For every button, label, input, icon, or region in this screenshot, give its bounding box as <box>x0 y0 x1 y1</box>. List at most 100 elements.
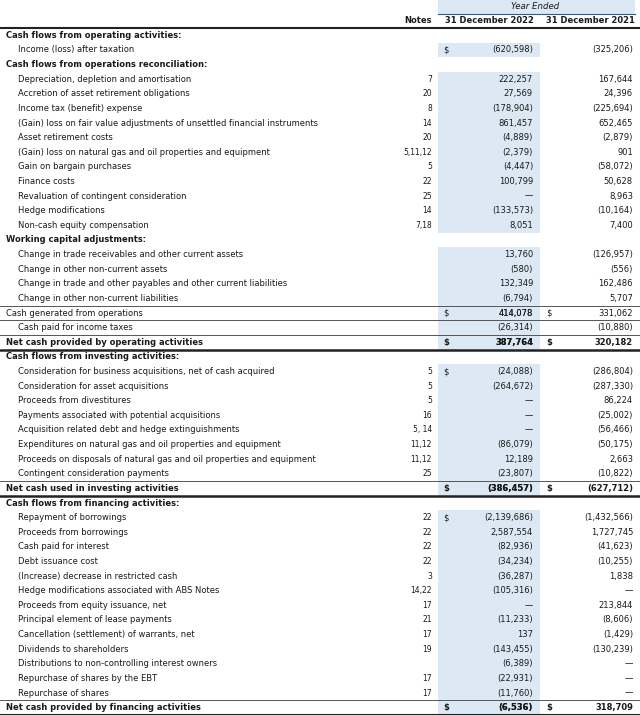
Text: 137: 137 <box>517 630 533 639</box>
Text: 20: 20 <box>422 89 432 98</box>
Text: $: $ <box>443 703 449 712</box>
Text: Proceeds from divestitures: Proceeds from divestitures <box>18 396 131 405</box>
Text: 27,569: 27,569 <box>504 89 533 98</box>
Bar <box>438 203 540 218</box>
Text: 25: 25 <box>422 469 432 478</box>
Bar <box>438 145 540 159</box>
Text: 17: 17 <box>422 674 432 683</box>
Text: (580): (580) <box>511 265 533 274</box>
Text: 162,486: 162,486 <box>598 280 633 288</box>
Bar <box>438 598 540 613</box>
Text: Principal element of lease payments: Principal element of lease payments <box>18 616 172 624</box>
Bar <box>438 335 540 350</box>
Text: Cash paid for income taxes: Cash paid for income taxes <box>18 323 132 332</box>
Text: (133,573): (133,573) <box>492 206 533 215</box>
Text: (130,239): (130,239) <box>592 645 633 654</box>
Bar <box>438 218 540 232</box>
Text: Finance costs: Finance costs <box>18 177 75 186</box>
Text: 31 December 2021: 31 December 2021 <box>546 16 635 25</box>
Bar <box>438 364 540 379</box>
Text: Accretion of asset retirement obligations: Accretion of asset retirement obligation… <box>18 89 189 98</box>
Text: (6,536): (6,536) <box>499 703 533 712</box>
Bar <box>438 262 540 277</box>
Text: 861,457: 861,457 <box>499 119 533 127</box>
Text: Revaluation of contingent consideration: Revaluation of contingent consideration <box>18 192 186 201</box>
Bar <box>438 72 540 87</box>
Text: Change in trade and other payables and other current liabilities: Change in trade and other payables and o… <box>18 280 287 288</box>
Bar <box>438 701 540 715</box>
Text: Year Ended: Year Ended <box>511 2 559 11</box>
Text: Proceeds from borrowings: Proceeds from borrowings <box>18 528 128 537</box>
Text: Depreciation, depletion and amortisation: Depreciation, depletion and amortisation <box>18 74 191 84</box>
Text: 17: 17 <box>422 689 432 698</box>
Text: (627,712): (627,712) <box>587 484 633 493</box>
Text: Change in trade receivables and other current assets: Change in trade receivables and other cu… <box>18 250 243 259</box>
Text: 12,189: 12,189 <box>504 455 533 464</box>
Bar <box>438 87 540 101</box>
Bar <box>438 393 540 408</box>
Text: 8,963: 8,963 <box>609 192 633 201</box>
Text: Repayment of borrowings: Repayment of borrowings <box>18 513 126 522</box>
Text: (225,694): (225,694) <box>592 104 633 113</box>
Text: 213,844: 213,844 <box>598 601 633 610</box>
Text: $: $ <box>546 309 552 317</box>
Text: Cancellation (settlement) of warrants, net: Cancellation (settlement) of warrants, n… <box>18 630 195 639</box>
Bar <box>438 569 540 583</box>
Text: 50,628: 50,628 <box>604 177 633 186</box>
Bar <box>438 613 540 627</box>
Text: 331,062: 331,062 <box>598 309 633 317</box>
Text: (325,206): (325,206) <box>592 46 633 54</box>
Text: 132,349: 132,349 <box>499 280 533 288</box>
Text: 25: 25 <box>422 192 432 201</box>
Text: Payments associated with potential acquisitions: Payments associated with potential acqui… <box>18 411 220 420</box>
Bar <box>438 452 540 466</box>
Text: 11,12: 11,12 <box>411 455 432 464</box>
Text: Distributions to non-controlling interest owners: Distributions to non-controlling interes… <box>18 659 217 669</box>
Text: (1,429): (1,429) <box>603 630 633 639</box>
Text: Income tax (benefit) expense: Income tax (benefit) expense <box>18 104 142 113</box>
Text: Cash flows from investing activities:: Cash flows from investing activities: <box>6 352 179 361</box>
Text: 22: 22 <box>422 513 432 522</box>
Text: Contingent consideration payments: Contingent consideration payments <box>18 469 169 478</box>
Text: 5: 5 <box>427 382 432 390</box>
Text: (6,389): (6,389) <box>502 659 533 669</box>
Text: (50,175): (50,175) <box>598 440 633 449</box>
Text: (1,432,566): (1,432,566) <box>584 513 633 522</box>
Bar <box>438 525 540 540</box>
Bar <box>438 174 540 189</box>
Text: (386,457): (386,457) <box>487 484 533 493</box>
Text: (4,447): (4,447) <box>503 162 533 172</box>
Text: 14,22: 14,22 <box>410 586 432 596</box>
Text: (620,598): (620,598) <box>492 46 533 54</box>
Bar <box>438 583 540 598</box>
Text: 901: 901 <box>617 148 633 157</box>
Text: (10,164): (10,164) <box>598 206 633 215</box>
Bar <box>438 277 540 291</box>
Text: Cash flows from operating activities:: Cash flows from operating activities: <box>6 31 182 40</box>
Bar <box>438 642 540 656</box>
Text: (2,379): (2,379) <box>502 148 533 157</box>
Text: Net cash provided by operating activities: Net cash provided by operating activitie… <box>6 337 203 347</box>
Text: 1,838: 1,838 <box>609 571 633 581</box>
Text: (Gain) loss on fair value adjustments of unsettled financial instruments: (Gain) loss on fair value adjustments of… <box>18 119 318 127</box>
Bar <box>438 511 540 525</box>
Bar <box>438 686 540 701</box>
Text: Dividends to shareholders: Dividends to shareholders <box>18 645 129 654</box>
Text: (25,002): (25,002) <box>598 411 633 420</box>
Bar <box>438 554 540 569</box>
Text: 414,078: 414,078 <box>499 309 533 317</box>
Text: $: $ <box>443 309 449 317</box>
Text: (34,234): (34,234) <box>497 557 533 566</box>
Text: $: $ <box>546 703 552 712</box>
Text: 22: 22 <box>422 557 432 566</box>
Text: Change in other non-current liabilities: Change in other non-current liabilities <box>18 294 179 303</box>
Bar <box>438 247 540 262</box>
Bar <box>438 0 635 14</box>
Text: (23,807): (23,807) <box>497 469 533 478</box>
Bar <box>438 306 540 320</box>
Text: 5: 5 <box>427 162 432 172</box>
Bar <box>438 671 540 686</box>
Text: (6,794): (6,794) <box>502 294 533 303</box>
Text: —: — <box>525 601 533 610</box>
Text: —: — <box>525 396 533 405</box>
